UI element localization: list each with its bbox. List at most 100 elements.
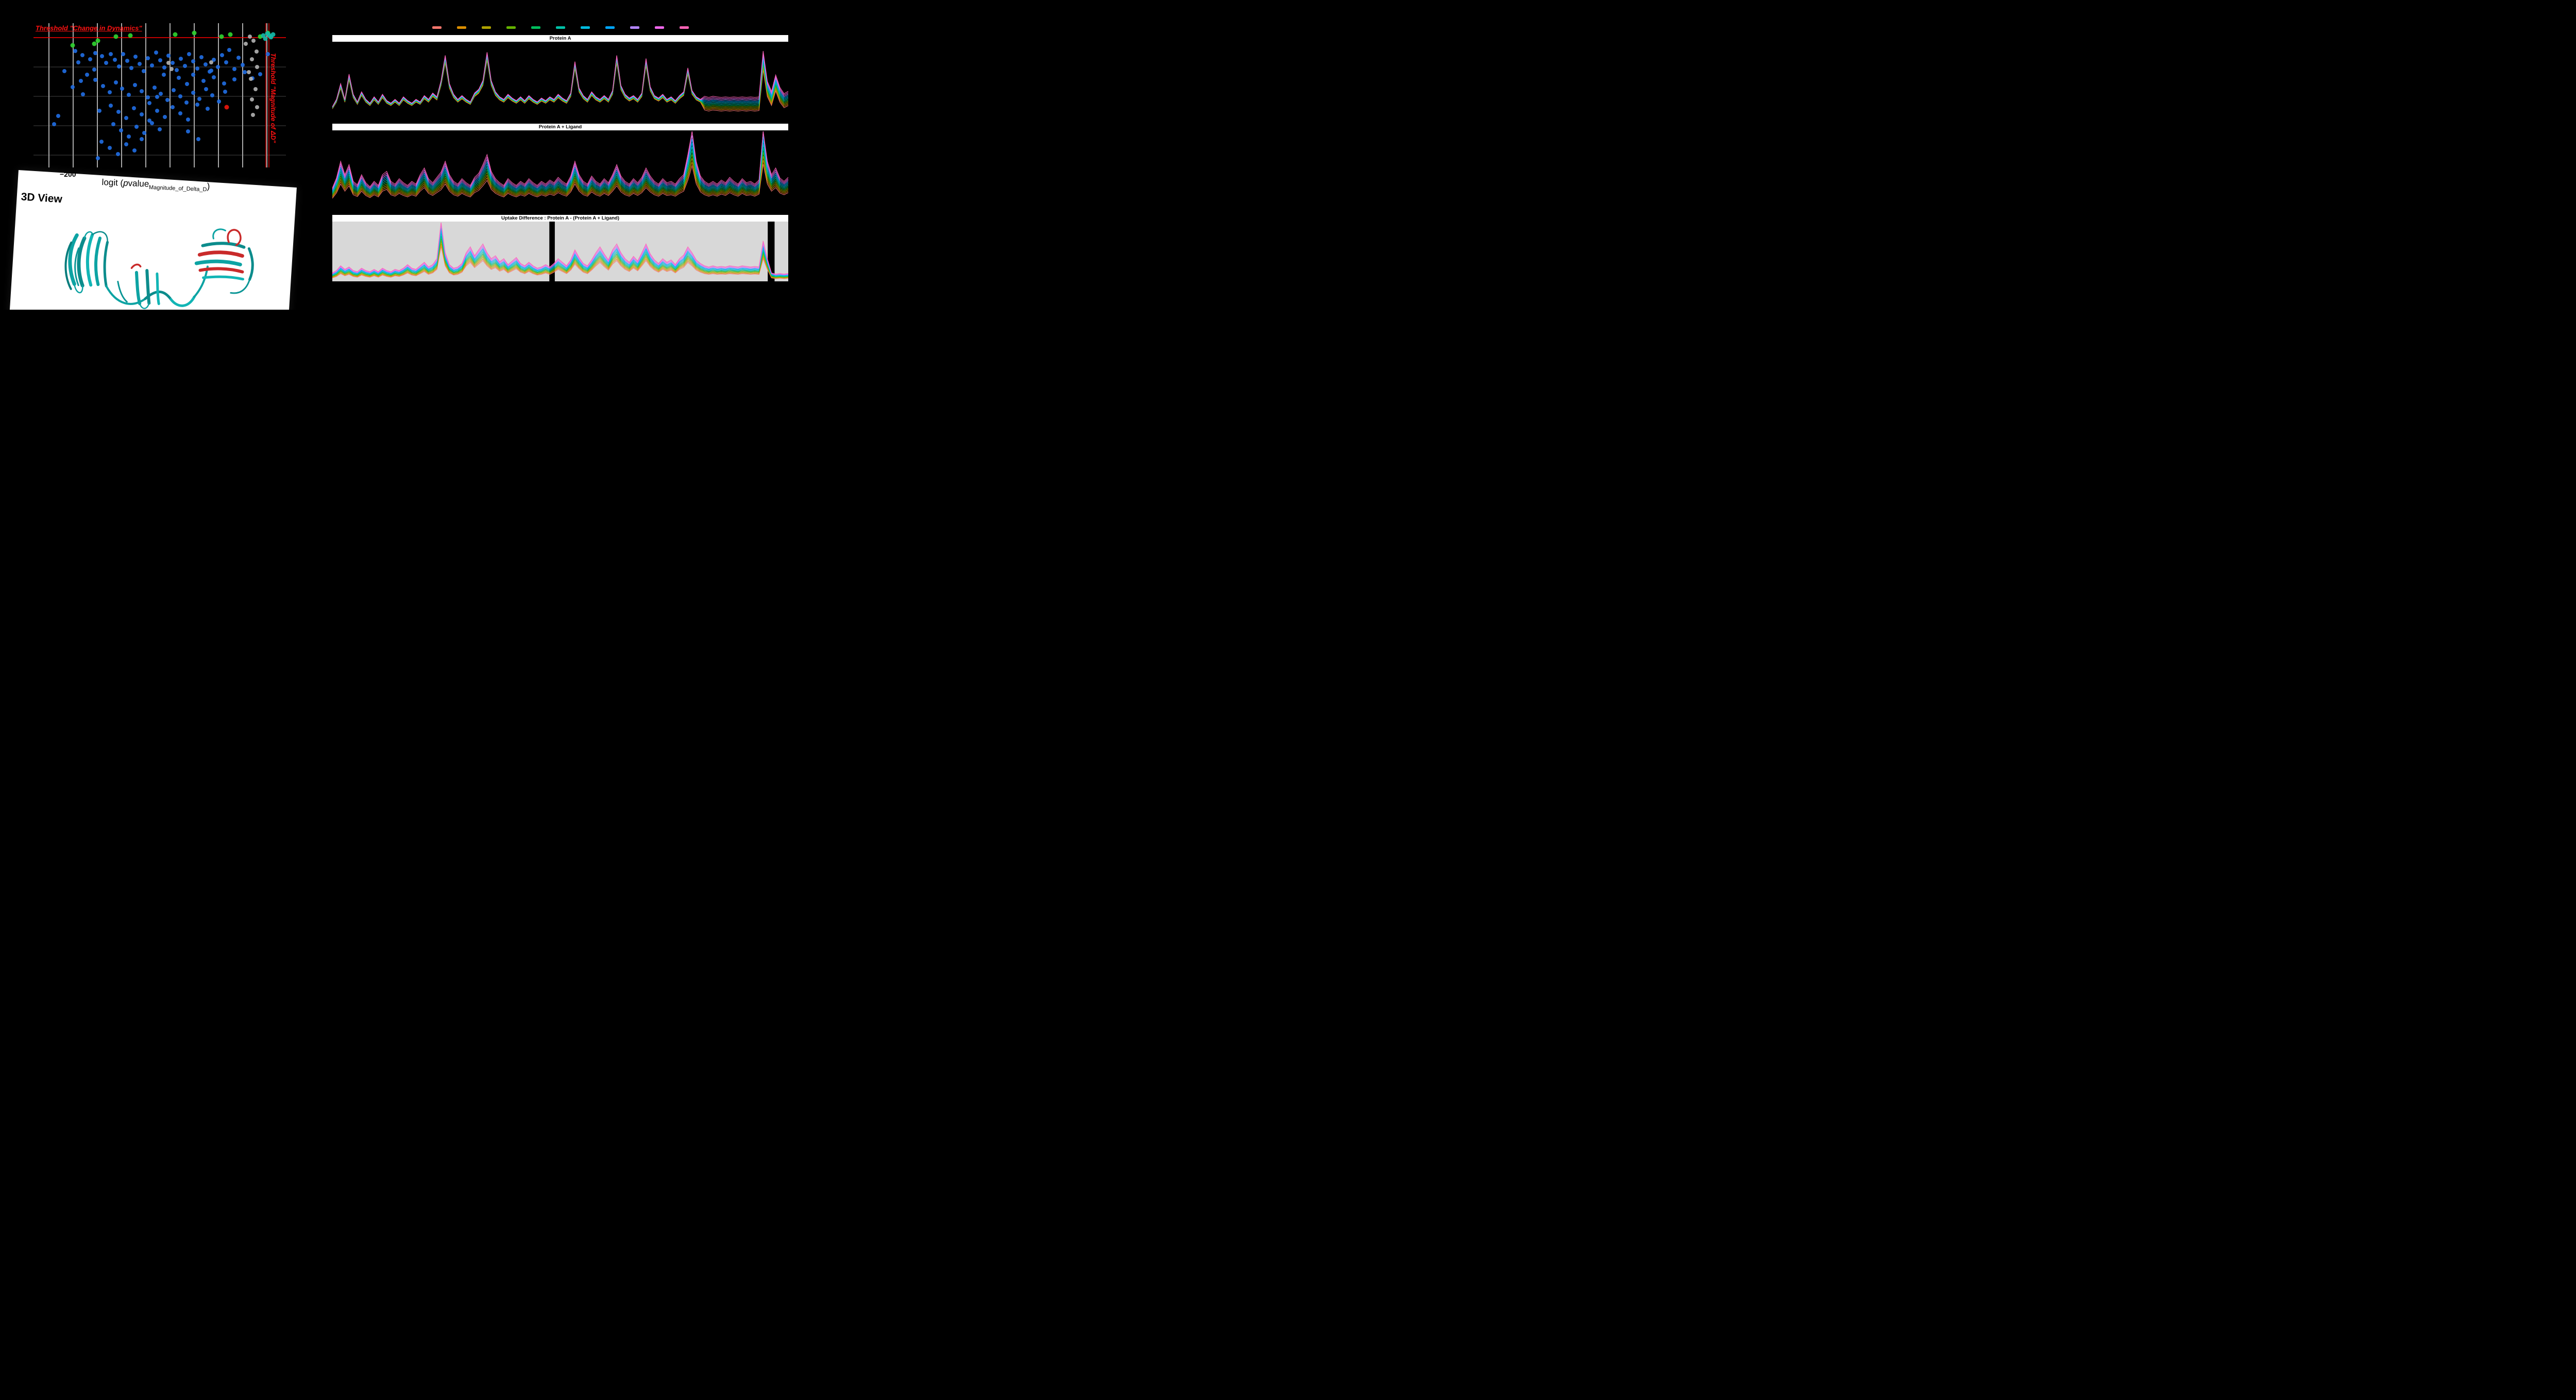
peptide-point-not-significant[interactable] — [206, 107, 210, 111]
peptide-point-not-significant[interactable] — [150, 63, 154, 68]
peptide-point-high-magnitude-only[interactable] — [251, 39, 256, 43]
peptide-point-high-magnitude-only[interactable] — [209, 60, 213, 64]
peptide-point-not-significant[interactable] — [133, 55, 138, 59]
peptide-point-not-significant[interactable] — [93, 78, 97, 82]
peptide-point-not-significant[interactable] — [163, 115, 167, 119]
peptide-point-not-significant[interactable] — [196, 137, 200, 141]
peptide-point-not-significant[interactable] — [155, 95, 159, 99]
peptide-point-not-significant[interactable] — [195, 103, 199, 107]
peptide-point-not-significant[interactable] — [101, 84, 105, 88]
peptide-point-not-significant[interactable] — [186, 129, 190, 133]
peptide-point-not-significant[interactable] — [146, 95, 150, 99]
peptide-point-high-magnitude-only[interactable] — [166, 61, 171, 65]
peptide-point-not-significant[interactable] — [158, 58, 162, 62]
peptide-point-significant-cluster[interactable] — [267, 33, 272, 38]
legend-key-series-3[interactable] — [506, 26, 516, 29]
peptide-point-not-significant[interactable] — [79, 79, 83, 83]
protein-ribbon[interactable] — [23, 204, 280, 310]
legend-key-series-6[interactable] — [580, 26, 590, 29]
peptide-point-not-significant[interactable] — [124, 142, 128, 146]
peptide-point-high-magnitude-only[interactable] — [250, 97, 254, 102]
peptide-point-not-significant[interactable] — [108, 146, 112, 150]
peptide-point-not-significant[interactable] — [224, 60, 228, 64]
peptide-point-not-significant[interactable] — [209, 69, 213, 73]
peptide-point-not-significant[interactable] — [127, 93, 131, 97]
peptide-point-not-significant[interactable] — [125, 59, 129, 63]
uptake-chart-protein-a[interactable] — [332, 42, 788, 122]
peptide-point-not-significant[interactable] — [186, 117, 190, 122]
peptide-point-high-magnitude-only[interactable] — [255, 65, 259, 69]
peptide-point-significant-change-in-dynamics[interactable] — [70, 43, 75, 48]
peptide-point-not-significant[interactable] — [92, 68, 96, 72]
peptide-point-not-significant[interactable] — [76, 60, 80, 64]
peptide-point-not-significant[interactable] — [166, 54, 171, 58]
legend-key-series-10[interactable] — [679, 26, 689, 29]
peptide-point-not-significant[interactable] — [171, 105, 175, 109]
peptide-point-not-significant[interactable] — [109, 52, 113, 56]
peptide-point-not-significant[interactable] — [155, 109, 159, 113]
peptide-point-not-significant[interactable] — [232, 67, 236, 71]
peptide-point-not-significant[interactable] — [132, 148, 137, 153]
peptide-point-significant-change-in-dynamics[interactable] — [113, 34, 118, 39]
peptide-point-not-significant[interactable] — [191, 91, 195, 95]
peptide-point-not-significant[interactable] — [216, 65, 220, 69]
legend-key-series-1[interactable] — [456, 26, 466, 29]
peptide-point-not-significant[interactable] — [158, 127, 162, 131]
peptide-point-not-significant[interactable] — [111, 122, 115, 126]
peptide-point-not-significant[interactable] — [197, 97, 201, 101]
peptide-point-not-significant[interactable] — [99, 140, 104, 144]
peptide-point-not-significant[interactable] — [147, 101, 151, 105]
peptide-point-not-significant[interactable] — [120, 87, 124, 91]
peptide-point-not-significant[interactable] — [204, 62, 208, 66]
legend-key-series-2[interactable] — [481, 26, 491, 29]
peptide-point-high-magnitude-only[interactable] — [250, 57, 254, 61]
peptide-point-not-significant[interactable] — [165, 98, 170, 102]
peptide-point-high-magnitude-only[interactable] — [244, 42, 248, 46]
peptide-point-not-significant[interactable] — [132, 106, 136, 110]
peptide-point-not-significant[interactable] — [116, 110, 121, 114]
peptide-point-not-significant[interactable] — [220, 53, 224, 57]
peptide-point-high-magnitude-only[interactable] — [255, 49, 259, 54]
peptide-point-not-significant[interactable] — [140, 137, 144, 141]
peptide-point-not-significant[interactable] — [191, 73, 195, 77]
peptide-point-not-significant[interactable] — [183, 64, 187, 68]
peptide-point-not-significant[interactable] — [171, 61, 175, 65]
peptide-point-significant-both[interactable] — [224, 105, 229, 110]
peptide-point-not-significant[interactable] — [142, 131, 146, 135]
peptide-point-not-significant[interactable] — [159, 92, 163, 96]
peptide-point-not-significant[interactable] — [227, 48, 231, 52]
peptide-point-significant-change-in-dynamics[interactable] — [192, 30, 197, 36]
peptide-point-not-significant[interactable] — [133, 83, 137, 87]
peptide-point-not-significant[interactable] — [97, 109, 101, 113]
peptide-point-not-significant[interactable] — [146, 56, 150, 60]
peptide-point-not-significant[interactable] — [117, 64, 121, 69]
peptide-point-not-significant[interactable] — [142, 69, 146, 73]
peptide-point-not-significant[interactable] — [178, 94, 182, 98]
peptide-point-not-significant[interactable] — [201, 79, 206, 83]
peptide-point-not-significant[interactable] — [185, 82, 189, 86]
peptide-point-not-significant[interactable] — [184, 100, 189, 105]
peptide-point-significant-change-in-dynamics[interactable] — [228, 32, 233, 37]
peptide-point-not-significant[interactable] — [199, 55, 204, 59]
peptide-point-not-significant[interactable] — [204, 87, 208, 91]
peptide-point-not-significant[interactable] — [236, 56, 241, 60]
peptide-point-not-significant[interactable] — [162, 73, 166, 77]
peptide-point-not-significant[interactable] — [258, 72, 262, 76]
peptide-point-not-significant[interactable] — [129, 66, 133, 70]
peptide-point-high-magnitude-only[interactable] — [247, 70, 251, 74]
peptide-point-not-significant[interactable] — [177, 76, 181, 80]
peptide-point-not-significant[interactable] — [172, 88, 176, 92]
peptide-point-high-magnitude-only[interactable] — [248, 35, 252, 39]
peptide-point-not-significant[interactable] — [154, 50, 158, 55]
legend-key-series-0[interactable] — [432, 26, 442, 29]
peptide-point-not-significant[interactable] — [243, 70, 247, 74]
uptake-difference-chart[interactable] — [332, 222, 788, 281]
peptide-point-significant-cluster[interactable] — [270, 32, 276, 37]
peptide-point-not-significant[interactable] — [119, 128, 123, 132]
peptide-point-not-significant[interactable] — [104, 61, 108, 65]
peptide-point-not-significant[interactable] — [223, 90, 227, 94]
peptide-point-not-significant[interactable] — [124, 116, 128, 120]
peptide-point-not-significant[interactable] — [212, 75, 216, 79]
peptide-point-not-significant[interactable] — [210, 93, 214, 97]
peptide-point-not-significant[interactable] — [232, 77, 236, 81]
